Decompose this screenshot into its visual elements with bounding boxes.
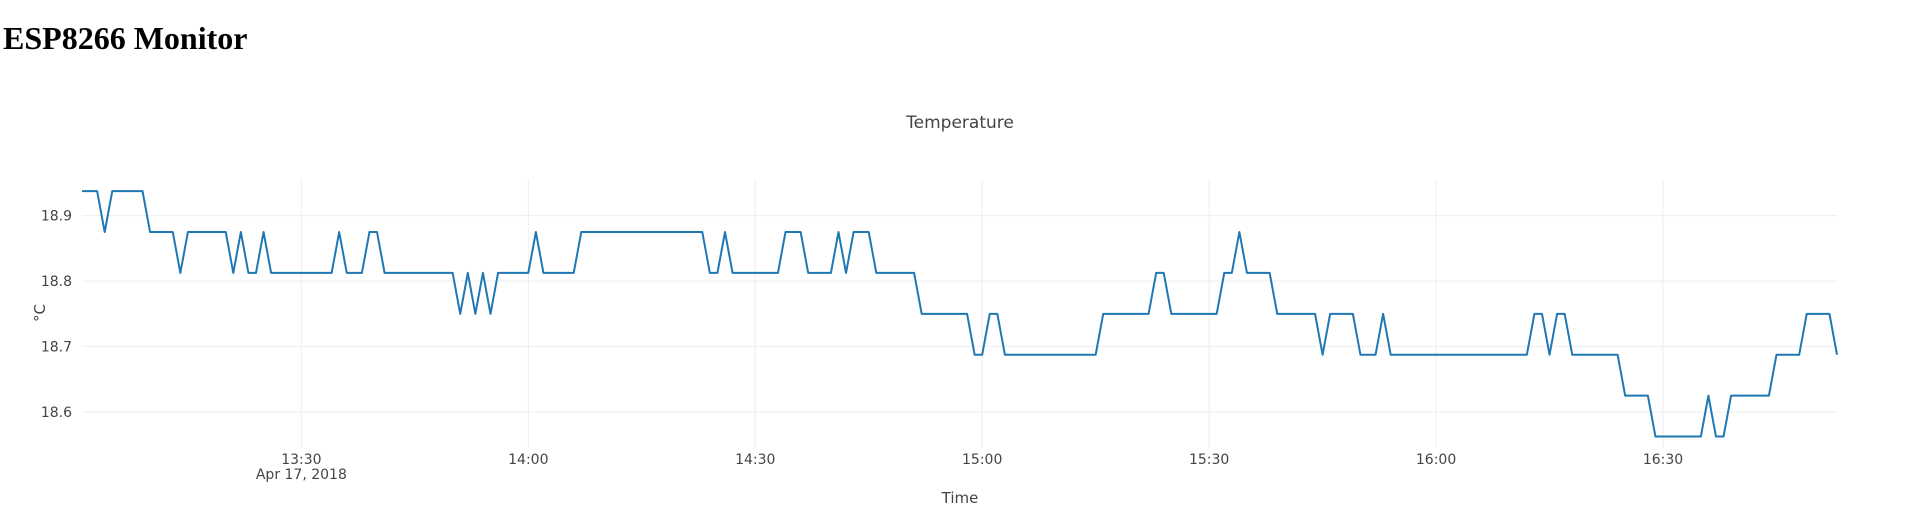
x-tick-label: 16:00 [1416, 452, 1456, 468]
x-tick-label: 13:30 [281, 452, 321, 468]
x-axis-title: Time [941, 489, 979, 507]
y-tick-label: 18.6 [41, 405, 72, 421]
x-tick-label: 16:30 [1643, 452, 1683, 468]
x-date-label: Apr 17, 2018 [256, 467, 347, 483]
y-tick-label: 18.7 [41, 340, 72, 356]
chart-title: Temperature [905, 113, 1014, 133]
page-title: ESP8266 Monitor [3, 20, 247, 56]
y-axis-title: °C [31, 304, 49, 322]
plot [82, 190, 1838, 438]
y-tick-label: 18.9 [41, 209, 72, 225]
y-tick-label: 18.8 [41, 274, 72, 290]
x-tick-label: 15:00 [962, 452, 1002, 468]
x-tick-label: 15:30 [1189, 452, 1229, 468]
x-tick-label: 14:30 [735, 452, 775, 468]
temperature-line [82, 190, 1838, 438]
x-tick-label: 14:00 [508, 452, 548, 468]
